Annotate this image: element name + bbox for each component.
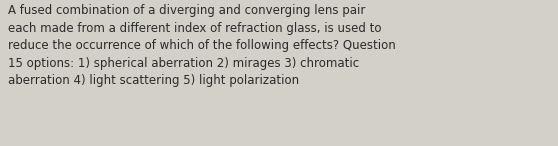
Text: A fused combination of a diverging and converging lens pair
each made from a dif: A fused combination of a diverging and c… [8,4,396,87]
